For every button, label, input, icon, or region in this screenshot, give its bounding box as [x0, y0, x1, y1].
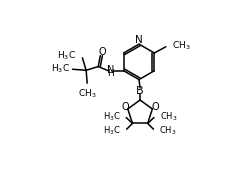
- Text: H$_3$C: H$_3$C: [102, 110, 120, 123]
- Text: O: O: [151, 102, 158, 112]
- Text: O: O: [121, 102, 128, 112]
- Text: N: N: [107, 65, 114, 75]
- Text: CH$_3$: CH$_3$: [171, 39, 190, 52]
- Text: CH$_3$: CH$_3$: [78, 87, 96, 100]
- Text: H$_3$C: H$_3$C: [103, 124, 120, 136]
- Text: H$_3$C: H$_3$C: [57, 49, 76, 62]
- Text: O: O: [98, 47, 106, 57]
- Text: CH$_3$: CH$_3$: [159, 110, 177, 123]
- Text: N: N: [135, 35, 142, 45]
- Text: H: H: [107, 69, 114, 78]
- Text: B: B: [136, 86, 143, 96]
- Text: CH$_3$: CH$_3$: [159, 124, 176, 136]
- Text: H$_3$C: H$_3$C: [51, 63, 70, 75]
